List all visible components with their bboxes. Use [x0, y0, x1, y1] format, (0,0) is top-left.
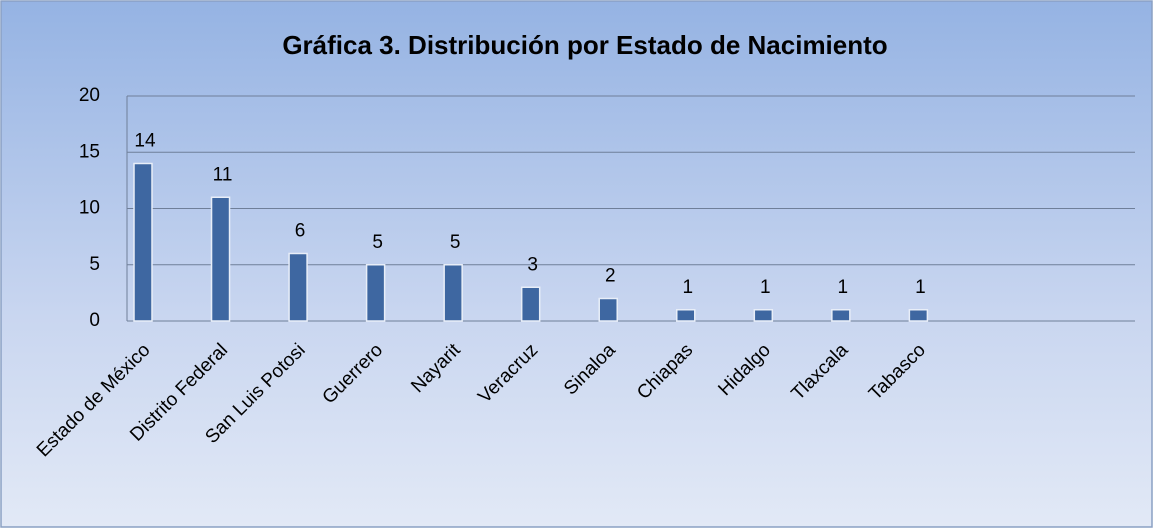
data-label: 1 [915, 277, 926, 298]
bar [598, 297, 618, 322]
data-label: 5 [450, 232, 461, 253]
data-label: 6 [295, 221, 306, 242]
bar [443, 264, 463, 322]
data-label: 14 [134, 131, 156, 152]
y-tick-label: 0 [89, 310, 100, 331]
y-tick-label: 10 [79, 198, 100, 219]
data-label: 1 [760, 277, 771, 298]
y-tick-label: 5 [89, 254, 100, 275]
bar [831, 309, 851, 322]
bar [288, 252, 308, 322]
bar [520, 286, 541, 322]
bar [676, 309, 696, 322]
chart-title: Gráfica 3. Distribución por Estado de Na… [282, 30, 887, 60]
bar [210, 196, 231, 322]
bar [753, 309, 774, 322]
bar [365, 264, 386, 322]
bar [908, 309, 929, 322]
data-label: 11 [213, 164, 233, 185]
data-label: 5 [372, 232, 383, 253]
y-tick-label: 15 [79, 141, 100, 162]
data-label: 2 [605, 266, 616, 287]
data-label: 1 [838, 277, 849, 298]
bar [133, 162, 153, 322]
data-label: 3 [527, 254, 538, 275]
y-tick-label: 20 [79, 85, 100, 106]
data-label: 1 [682, 277, 693, 298]
